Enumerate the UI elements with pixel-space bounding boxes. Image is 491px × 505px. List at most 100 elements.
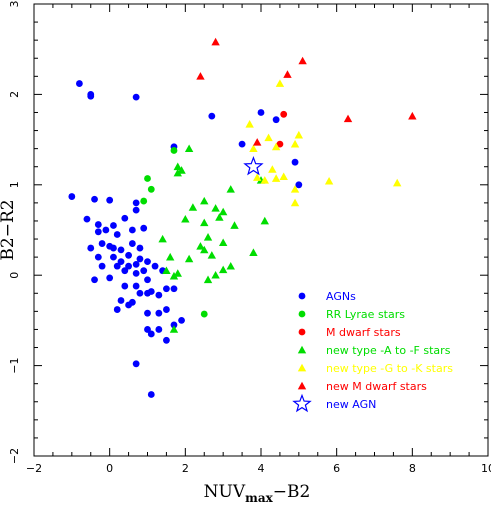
new-type-g-to-k-stars-point <box>279 172 288 181</box>
new-type-a-to-f-stars-point <box>200 196 209 205</box>
new-type-a-to-f-stars-point <box>207 251 217 259</box>
rr-lyrae-stars-point <box>144 175 151 182</box>
legend-marker-agns <box>298 292 306 300</box>
agns-point <box>87 244 95 252</box>
new-type-a-to-f-stars-point <box>226 185 235 193</box>
new-type-a-to-f-stars-point <box>158 234 167 243</box>
agns-point <box>132 206 140 214</box>
m-dwarf-stars-point <box>276 140 284 148</box>
agns-point <box>295 181 303 189</box>
new-type-a-to-f-stars-point <box>226 261 235 270</box>
agns-point <box>110 222 117 229</box>
new-m-dwarf-stars-point <box>298 56 307 65</box>
legend-marker-new-type-a-to-f-stars <box>297 345 307 354</box>
x-axis-title: NUVmax−B2 <box>204 482 311 505</box>
agns-point <box>125 301 132 309</box>
agns-point <box>113 231 121 238</box>
new-type-g-to-k-stars-point <box>294 130 304 139</box>
agns-point <box>144 258 151 266</box>
agns-point <box>163 306 170 313</box>
new-type-g-to-k-stars-point <box>275 79 285 87</box>
agns-point <box>106 196 114 204</box>
agns-point <box>94 253 102 261</box>
legend-label-new-type-a-to-f-stars: new type -A to -F stars <box>326 344 451 357</box>
new-agn-point <box>243 156 264 176</box>
agns-point <box>136 244 144 252</box>
data-points <box>68 37 417 398</box>
agns-point <box>272 116 280 124</box>
x-tick-label: 0 <box>106 462 113 475</box>
new-type-a-to-f-stars-point <box>218 265 228 274</box>
y-axis-title: B2−R2 <box>0 199 18 260</box>
new-type-g-to-k-stars-point <box>260 176 269 184</box>
new-type-a-to-f-stars-point <box>196 242 205 250</box>
x-axis-title-sub: max <box>245 491 273 505</box>
new-type-a-to-f-stars-point <box>215 213 224 221</box>
agns-point <box>147 330 155 338</box>
new-type-g-to-k-stars-point <box>290 198 300 207</box>
legend: AGNs RR Lyrae stars M dwarf stars new type … <box>292 290 453 413</box>
x-axis-title-main: NUV <box>204 482 246 502</box>
agns-point <box>170 285 178 293</box>
new-type-a-to-f-stars-point <box>218 238 228 247</box>
new-type-a-to-f-stars-point <box>169 325 179 333</box>
agns-point <box>147 391 155 398</box>
x-tick-label: −2 <box>26 462 42 475</box>
new-type-a-to-f-stars-point <box>188 203 198 211</box>
agns-point <box>125 251 132 259</box>
new-type-a-to-f-stars-point <box>211 204 220 212</box>
new-type-g-to-k-stars-point <box>393 178 402 187</box>
agns-point <box>151 262 159 270</box>
new-type-g-to-k-stars-point <box>290 139 300 148</box>
rr-lyrae-stars-point <box>140 197 148 205</box>
agns-point <box>147 288 155 295</box>
new-type-a-to-f-stars-point <box>203 233 213 241</box>
rr-lyrae-stars-point <box>170 147 178 154</box>
agns-point <box>76 80 83 87</box>
agns-point <box>110 244 117 252</box>
y-tick-label: −1 <box>8 357 21 373</box>
y-tick-label: 1 <box>8 181 21 188</box>
new-m-dwarf-stars-point <box>343 114 353 123</box>
new-m-dwarf-stars-point <box>283 70 292 78</box>
agns-point <box>132 269 140 277</box>
agns-point <box>132 199 140 207</box>
new-type-g-to-k-stars-point <box>264 133 273 142</box>
agns-point <box>291 158 299 166</box>
agns-point <box>117 258 125 266</box>
plot-frame <box>33 3 489 457</box>
agns-point <box>117 246 125 254</box>
new-type-a-to-f-stars-point <box>249 248 258 256</box>
agns-point <box>208 112 216 120</box>
axis-ticks <box>33 3 489 457</box>
y-tick-label: −2 <box>8 448 21 464</box>
agns-point <box>144 326 151 333</box>
agns-point <box>113 306 121 313</box>
agns-point <box>121 267 129 275</box>
new-type-g-to-k-stars-point <box>271 174 281 182</box>
agns-point <box>128 240 136 247</box>
legend-marker-new-type-g-to-k-stars <box>297 363 307 372</box>
agns-point <box>117 297 125 304</box>
agns-point <box>144 309 151 317</box>
agns-point <box>83 215 91 223</box>
new-type-a-to-f-stars-point <box>184 144 194 152</box>
agns-point <box>102 226 110 234</box>
agns-point <box>132 282 140 290</box>
new-type-a-to-f-stars-point <box>162 266 171 275</box>
agns-point <box>170 321 178 329</box>
agns-point <box>113 262 121 270</box>
agns-point <box>132 360 140 368</box>
legend-marker-rr-lyrae-stars <box>298 310 306 318</box>
agns-point <box>136 255 144 263</box>
new-type-a-to-f-stars-point <box>203 275 213 284</box>
agns-point <box>125 262 132 270</box>
agns-point <box>91 195 98 203</box>
new-type-a-to-f-stars-point <box>230 221 239 229</box>
legend-label-new-type-g-to-k-stars: new type -G to -K stars <box>326 362 453 375</box>
agns-point <box>178 317 185 324</box>
new-type-a-to-f-stars-point <box>211 271 220 279</box>
agns-point <box>155 309 163 317</box>
new-m-dwarf-stars-point <box>196 72 205 80</box>
